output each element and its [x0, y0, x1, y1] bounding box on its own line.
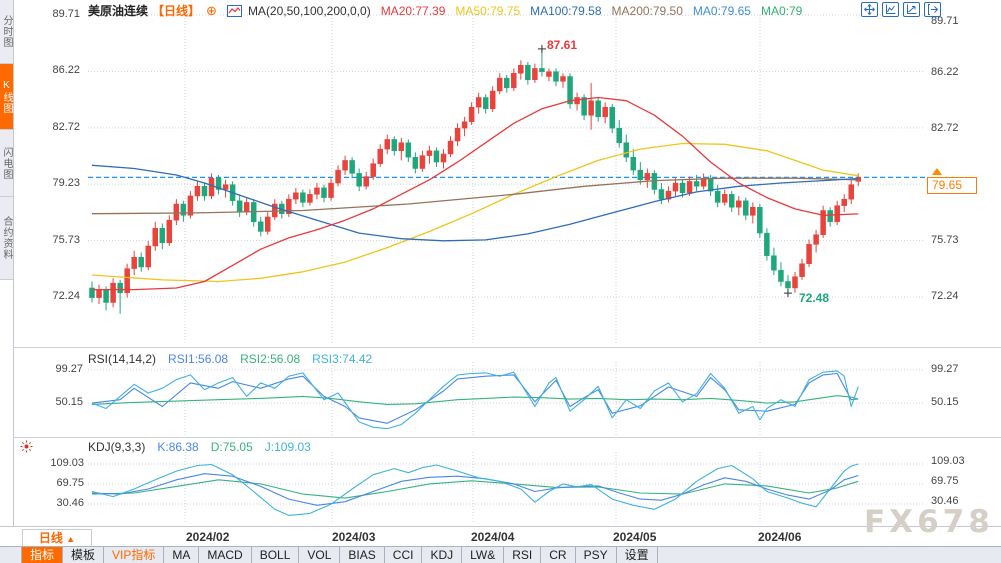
chart-header: 美原油连续 【日线】 ⊕ MA(20,50,100,200,0,0) MA20:… [88, 2, 802, 19]
tab-vip-indicator[interactable]: VIP指标 [104, 547, 165, 563]
rsi-axis-label: 99.27 [55, 363, 83, 375]
kdj-d-value: D:75.05 [210, 440, 253, 454]
x-axis-date: 2024/03 [332, 530, 376, 544]
y-axis-label: 82.72 [52, 121, 80, 133]
tab-ma[interactable]: MA [164, 547, 200, 563]
tab-cr[interactable]: CR [541, 547, 576, 563]
x-axis-date: 2024/02 [186, 530, 230, 544]
kdj-panel-header: KDJ(9,3,3) K:86.38 D:75.05 J:109.03 [88, 440, 311, 454]
y-axis-label: 79.23 [52, 177, 80, 189]
y-axis-label: 82.72 [931, 122, 959, 134]
y-axis-label: 89.71 [52, 8, 80, 20]
kdj-axis-label: 30.46 [931, 495, 959, 507]
x-axis-row: 日线 ▲ 2024/02 2024/03 2024/04 2024/05 202… [0, 526, 1001, 548]
tab-lw[interactable]: LW& [462, 547, 505, 563]
kdj-axis-label: 30.46 [56, 497, 84, 509]
pan-crosshair-icon[interactable] [861, 2, 878, 17]
tab-template[interactable]: 模板 [63, 547, 105, 563]
x-axis-date: 2024/04 [471, 530, 515, 544]
ma0-blue-value: MA0:79.65 [692, 3, 751, 18]
kdj-j-value: J:109.03 [264, 440, 311, 454]
tab-vol[interactable]: VOL [299, 547, 341, 563]
tab-boll[interactable]: BOLL [252, 547, 300, 563]
sidebar-item-contract-info[interactable]: 合约资料 [0, 197, 13, 280]
sun-icon[interactable] [20, 440, 33, 458]
ma100-value: MA100:79.58 [530, 3, 602, 18]
y-axis-label: 72.24 [931, 290, 959, 302]
price-up-arrow-icon [932, 168, 942, 175]
fx678-watermark: FX678 [864, 504, 994, 540]
period-tag: 【日线】 [152, 4, 201, 18]
ma0-green-value: MA0:79 [760, 3, 803, 18]
rsi3-value: RSI3:74.42 [312, 352, 373, 366]
rsi1-value: RSI1:56.08 [168, 352, 229, 366]
rsi-axis-label: 50.15 [55, 396, 83, 408]
rsi-axis-label: 99.27 [931, 363, 959, 375]
tab-cci[interactable]: CCI [385, 547, 423, 563]
trend-arrow-icon[interactable] [903, 2, 920, 17]
tab-bias[interactable]: BIAS [340, 547, 385, 563]
y-axis-label: 75.73 [52, 234, 80, 246]
sidebar-item-time-chart[interactable]: 分时图 [0, 0, 13, 64]
tab-macd[interactable]: MACD [199, 547, 252, 563]
instrument-title: 美原油连续 [88, 4, 149, 18]
x-axis-date: 2024/05 [613, 530, 657, 544]
period-label: 日线 [38, 531, 63, 545]
indicator-toolbar: 指标 模板 VIP指标 MA MACD BOLL VOL BIAS CCI KD… [0, 546, 1001, 563]
shift-right-icon[interactable] [924, 2, 941, 17]
y-axis-label: 86.22 [931, 66, 959, 78]
tab-settings[interactable]: 设置 [617, 547, 658, 563]
tab-rsi[interactable]: RSI [504, 547, 542, 563]
kdj-axis-label: 69.75 [931, 475, 959, 487]
add-indicator-icon[interactable]: ⊕ [206, 2, 217, 18]
ma50-value: MA50:79.75 [455, 3, 521, 18]
tab-indicator[interactable]: 指标 [22, 547, 64, 563]
ma200-value: MA200:79.50 [611, 3, 683, 18]
ma20-value: MA20:77.39 [380, 3, 446, 18]
ma-formula: MA(20,50,100,200,0,0) [247, 3, 371, 18]
y-axis-label: 86.22 [52, 64, 80, 76]
rsi2-value: RSI2:56.08 [240, 352, 301, 366]
kdj-k-value: K:86.38 [157, 440, 199, 454]
rsi-axis-label: 50.15 [931, 396, 959, 408]
low-annotation: 72.48 [799, 291, 830, 305]
chart-toolbox [861, 2, 941, 17]
kdj-axis-label: 69.75 [56, 477, 84, 489]
sidebar-item-flash-chart[interactable]: 闪电图 [0, 130, 13, 197]
rsi-panel-header: RSI(14,14,2) RSI1:56.08 RSI2:56.08 RSI3:… [88, 352, 372, 366]
high-annotation: 87.61 [547, 38, 578, 52]
zoom-axis-icon[interactable] [882, 2, 899, 17]
rsi-title: RSI(14,14,2) [88, 352, 157, 366]
y-axis-label: 75.73 [931, 234, 959, 246]
y-axis-label: 72.24 [52, 290, 80, 302]
kdj-title: KDJ(9,3,3) [88, 440, 146, 454]
kdj-axis-label: 109.03 [50, 457, 84, 469]
dropdown-arrow-icon: ▲ [66, 534, 76, 544]
tab-psy[interactable]: PSY [576, 547, 617, 563]
toolbar-gutter [0, 547, 22, 563]
sidebar-item-kline-chart[interactable]: K线图 [0, 64, 13, 130]
tab-kdj[interactable]: KDJ [422, 547, 463, 563]
y-axis-label: 89.71 [931, 15, 959, 27]
kdj-axis-label: 109.03 [931, 455, 965, 467]
x-axis-date: 2024/06 [758, 530, 802, 544]
chart-type-icon[interactable] [226, 4, 242, 17]
current-price-tag: 79.65 [927, 177, 977, 194]
